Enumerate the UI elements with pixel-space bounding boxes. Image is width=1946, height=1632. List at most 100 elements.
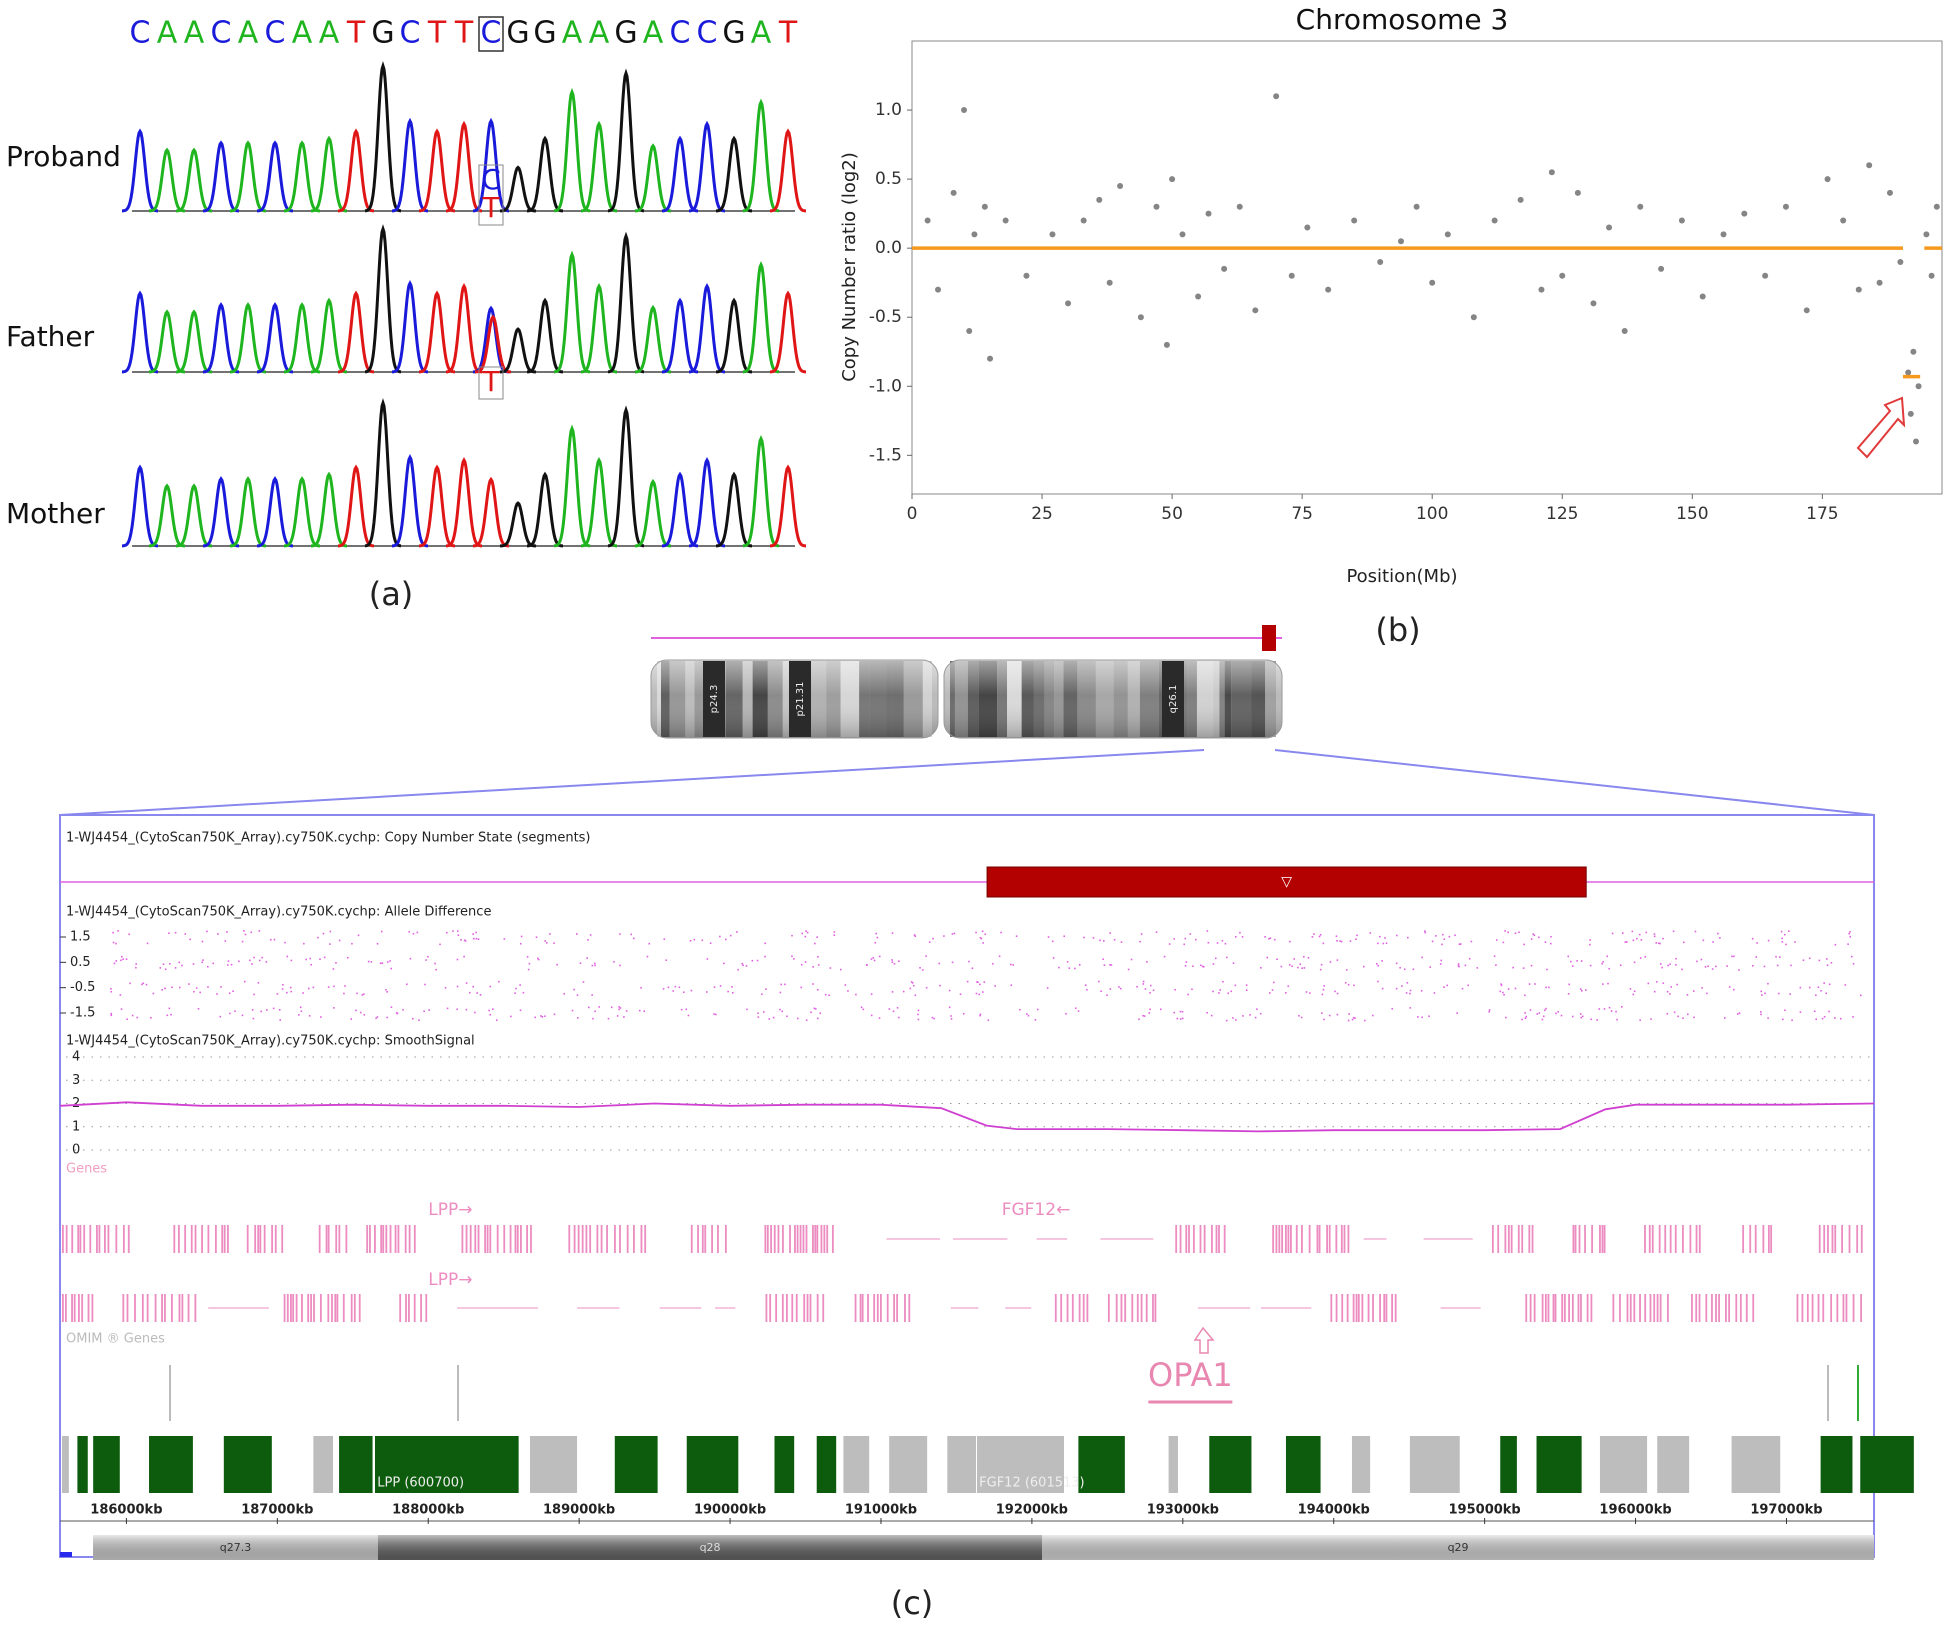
allele-dot <box>220 986 222 988</box>
allele-dot <box>932 937 934 940</box>
gene-exon <box>1295 1225 1298 1253</box>
data-point <box>1538 286 1545 293</box>
allele-dot <box>1505 1016 1507 1019</box>
x-tick-label: 189000kb <box>543 1503 615 1518</box>
chromatogram-peak <box>607 231 645 374</box>
omim-label: FGF12 (601513) <box>979 1476 1084 1491</box>
x-tick-label: 100 <box>1416 504 1448 524</box>
allele-dot <box>416 931 419 934</box>
allele-dot <box>1521 1018 1523 1021</box>
gene-exon <box>764 1225 767 1253</box>
gene-exon <box>313 1294 315 1322</box>
allele-dot <box>472 933 474 935</box>
gene-exon <box>600 1225 603 1253</box>
allele-dot <box>1140 933 1143 935</box>
gene-exon <box>336 1294 339 1322</box>
gene-exon <box>1124 1294 1127 1322</box>
allele-dot <box>278 1009 281 1011</box>
gene-exon <box>334 1294 337 1322</box>
sequence-letter: G <box>506 16 529 51</box>
gene-exon <box>503 1225 506 1253</box>
gene-exon <box>190 1225 193 1253</box>
allele-dot <box>1788 930 1790 932</box>
allele-dot <box>1329 961 1332 963</box>
allele-dot <box>1195 938 1197 941</box>
chromatogram-peak <box>230 302 266 374</box>
allele-dot <box>544 1015 546 1017</box>
allele-dot <box>1047 936 1050 938</box>
allele-dot <box>1533 934 1536 937</box>
allele-dot <box>1355 938 1357 941</box>
allele-dot <box>1051 940 1054 943</box>
allele-dot <box>1074 967 1076 970</box>
chromatogram-peak <box>689 120 725 213</box>
allele-dot <box>1608 1006 1611 1009</box>
gene-exon <box>794 1225 796 1253</box>
allele-dot <box>619 933 621 935</box>
x-tick-label: 195000kb <box>1449 1503 1521 1518</box>
allele-dot <box>323 956 326 959</box>
allele-dot <box>119 994 122 996</box>
allele-dot <box>761 993 763 995</box>
allele-dot <box>1183 943 1186 946</box>
gene-exon <box>1308 1225 1311 1253</box>
allele-dot <box>120 1008 123 1010</box>
gene-exon <box>1521 1225 1524 1253</box>
gene-exon <box>62 1225 64 1253</box>
allele-dot <box>943 935 945 937</box>
allele-dot <box>1384 937 1386 939</box>
gene-exon <box>1571 1294 1574 1322</box>
allele-dot <box>492 1008 494 1010</box>
gene-exon <box>1735 1294 1738 1322</box>
allele-dot <box>582 981 585 983</box>
gene-exon <box>307 1294 310 1322</box>
gene-exon <box>96 1225 98 1253</box>
allele-dot <box>477 938 480 941</box>
allele-dot <box>251 1008 254 1011</box>
allele-dot <box>1399 966 1401 969</box>
gene-exon <box>822 1294 825 1322</box>
allele-dot <box>1454 934 1456 937</box>
allele-dot <box>667 986 670 989</box>
gene-exon <box>1383 1294 1386 1322</box>
allele-dot <box>1656 981 1658 983</box>
allele-dot <box>914 935 917 938</box>
allele-dot <box>1232 962 1235 964</box>
allele-dot <box>363 1014 366 1016</box>
allele-dot <box>1821 1017 1824 1020</box>
allele-dot <box>875 932 878 935</box>
allele-dot <box>1733 988 1735 991</box>
x-tick-label: 190000kb <box>694 1503 766 1518</box>
allele-dot <box>1420 989 1423 992</box>
allele-dot <box>427 955 429 958</box>
gene-exon <box>201 1225 203 1253</box>
allele-dot <box>1173 938 1175 940</box>
gene-exon <box>1644 1294 1647 1322</box>
chromatogram-peak <box>446 456 482 548</box>
allele-dot <box>120 959 122 962</box>
data-point <box>1049 231 1056 238</box>
allele-dot <box>994 985 996 987</box>
data-point <box>1273 93 1280 100</box>
gene-exon <box>1818 1225 1821 1253</box>
gene-exon <box>520 1225 522 1253</box>
allele-dot <box>910 981 913 983</box>
allele-dot <box>607 1017 610 1020</box>
gene-exon <box>366 1225 369 1253</box>
allele-dot <box>909 987 912 990</box>
allele-dot <box>1362 965 1365 968</box>
allele-dot <box>1584 989 1587 991</box>
allele-dot <box>1110 964 1113 966</box>
data-point <box>1897 258 1904 265</box>
gene-exon <box>1361 1294 1364 1322</box>
allele-dot <box>110 987 112 990</box>
allele-dot <box>309 957 312 960</box>
track-title: 1-WJ4454_(CytoScan750K_Array).cy750K.cyc… <box>66 831 591 846</box>
allele-dot <box>1260 967 1262 969</box>
allele-dot <box>1179 1010 1182 1013</box>
gene-exon <box>178 1294 181 1322</box>
omim-gene <box>686 1436 739 1493</box>
gene-exon <box>1054 1294 1057 1322</box>
gene-exon <box>805 1225 808 1253</box>
allele-dot <box>979 1013 982 1016</box>
